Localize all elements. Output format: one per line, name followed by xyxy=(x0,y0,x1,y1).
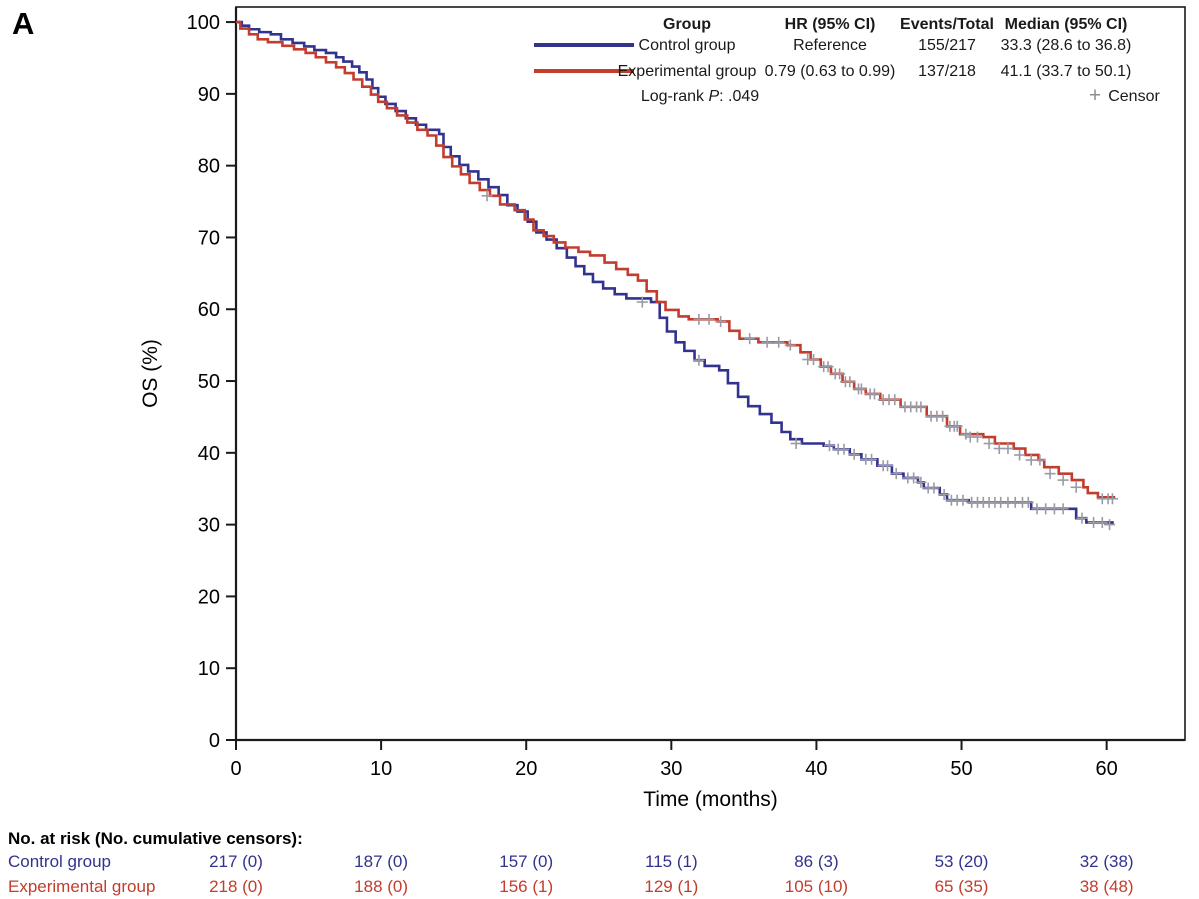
y-tick-label: 80 xyxy=(198,156,220,178)
legend-row-experimental-events: 137/218 xyxy=(918,63,976,80)
legend-row-experimental-median: 41.1 (33.7 to 50.1) xyxy=(1000,63,1132,80)
risk-table-title: No. at risk (No. cumulative censors): xyxy=(8,829,303,848)
logrank-p-value: Log-rank P: .049 xyxy=(640,88,760,105)
y-tick-label: 90 xyxy=(198,84,220,106)
y-tick-label: 40 xyxy=(198,443,220,465)
legend-line-control-icon xyxy=(534,43,634,47)
y-tick-label: 20 xyxy=(198,586,220,608)
legend-header-median: Median (95% CI) xyxy=(1004,16,1128,33)
risk-count-experimental-t30: 129 (1) xyxy=(644,877,699,896)
risk-count-experimental-t50: 65 (35) xyxy=(934,877,989,896)
risk-count-experimental-t0: 218 (0) xyxy=(209,877,263,896)
plot-frame xyxy=(235,6,1186,741)
y-tick-label: 0 xyxy=(209,730,220,752)
x-tick-label: 30 xyxy=(660,758,682,780)
y-tick-label: 70 xyxy=(198,227,220,249)
x-tick-label: 60 xyxy=(1096,758,1118,780)
y-axis-title: OS (%) xyxy=(139,339,162,408)
legend-row-experimental-hr: 0.79 (0.63 to 0.99) xyxy=(764,63,896,80)
x-axis-title: Time (months) xyxy=(643,788,778,811)
risk-row-label-control: Control group xyxy=(8,852,112,871)
risk-count-experimental-t40: 105 (10) xyxy=(784,877,849,896)
legend-row-control-events: 155/217 xyxy=(918,37,976,54)
km-curve-control xyxy=(236,20,1114,525)
legend-row-experimental-group: Experimental group xyxy=(617,63,757,80)
legend-row-control-median: 33.3 (28.6 to 36.8) xyxy=(1000,37,1132,54)
y-tick-label: 30 xyxy=(198,515,220,537)
risk-count-control-t20: 157 (0) xyxy=(499,852,554,871)
risk-count-experimental-t60: 38 (48) xyxy=(1079,877,1134,896)
y-tick-label: 10 xyxy=(198,658,220,680)
legend-header-hr: HR (95% CI) xyxy=(784,16,876,33)
risk-count-control-t40: 86 (3) xyxy=(794,852,839,871)
panel-label: A xyxy=(12,6,35,41)
x-tick-label: 0 xyxy=(230,758,241,780)
km-chart-canvas: 0 10 20 30 40 50 60 70 80 90 100 0 10 20 30 40 50 60 Time … xyxy=(139,6,1186,811)
km-curve-experimental xyxy=(236,20,1116,499)
legend-row-control-hr: Reference xyxy=(793,37,867,54)
y-tick-label: 50 xyxy=(198,371,220,393)
y-tick-label: 60 xyxy=(198,299,220,321)
risk-row-label-experimental: Experimental group xyxy=(8,877,156,896)
censor-plus-icon: + xyxy=(1088,84,1102,107)
risk-count-control-t60: 32 (38) xyxy=(1079,852,1134,871)
x-tick-label: 40 xyxy=(805,758,827,780)
x-tick-label: 10 xyxy=(370,758,392,780)
risk-count-control-t50: 53 (20) xyxy=(934,852,989,871)
risk-count-experimental-t20: 156 (1) xyxy=(499,877,554,896)
risk-count-experimental-t10: 188 (0) xyxy=(354,877,409,896)
legend-row-control-group: Control group xyxy=(638,37,736,54)
legend-header-events: Events/Total xyxy=(900,16,994,33)
legend-line-experimental-icon xyxy=(534,69,634,73)
legend-header-group: Group xyxy=(663,16,711,33)
x-tick-label: 50 xyxy=(950,758,972,780)
censor-legend-label: Censor xyxy=(1108,88,1160,105)
risk-count-control-t0: 217 (0) xyxy=(209,852,263,871)
risk-count-control-t30: 115 (1) xyxy=(645,852,698,871)
risk-count-control-t10: 187 (0) xyxy=(354,852,409,871)
y-tick-label: 100 xyxy=(187,12,220,34)
x-tick-label: 20 xyxy=(515,758,537,780)
